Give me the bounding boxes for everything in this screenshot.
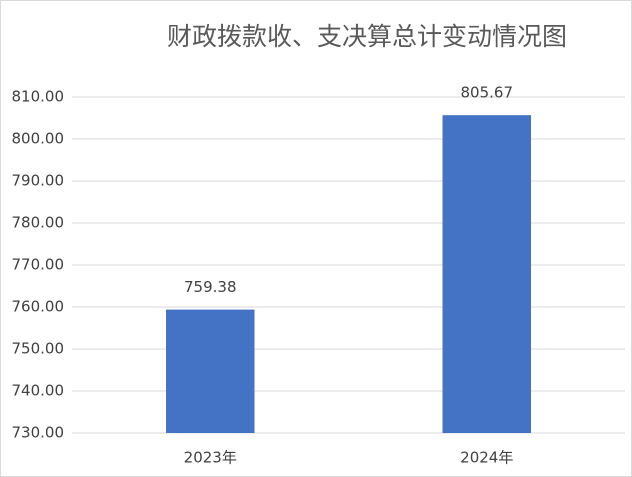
y-tick-label: 810.00 (12, 88, 65, 106)
y-tick-label: 730.00 (12, 424, 65, 442)
y-tick-label: 800.00 (12, 130, 65, 148)
value-label: 759.38 (184, 278, 237, 296)
y-tick-label: 750.00 (12, 340, 65, 358)
y-tick-label: 790.00 (12, 172, 65, 190)
x-tick-label: 2023年 (184, 449, 237, 467)
x-tick-label: 2024年 (460, 449, 513, 467)
value-label: 805.67 (461, 84, 514, 102)
y-tick-label: 780.00 (12, 214, 65, 232)
y-tick-label: 740.00 (12, 382, 65, 400)
bar (442, 115, 531, 433)
bar (166, 309, 255, 433)
chart-title: 财政拨款收、支决算总计变动情况图 (167, 22, 567, 51)
y-tick-label: 760.00 (12, 298, 65, 316)
y-tick-label: 770.00 (12, 256, 65, 274)
